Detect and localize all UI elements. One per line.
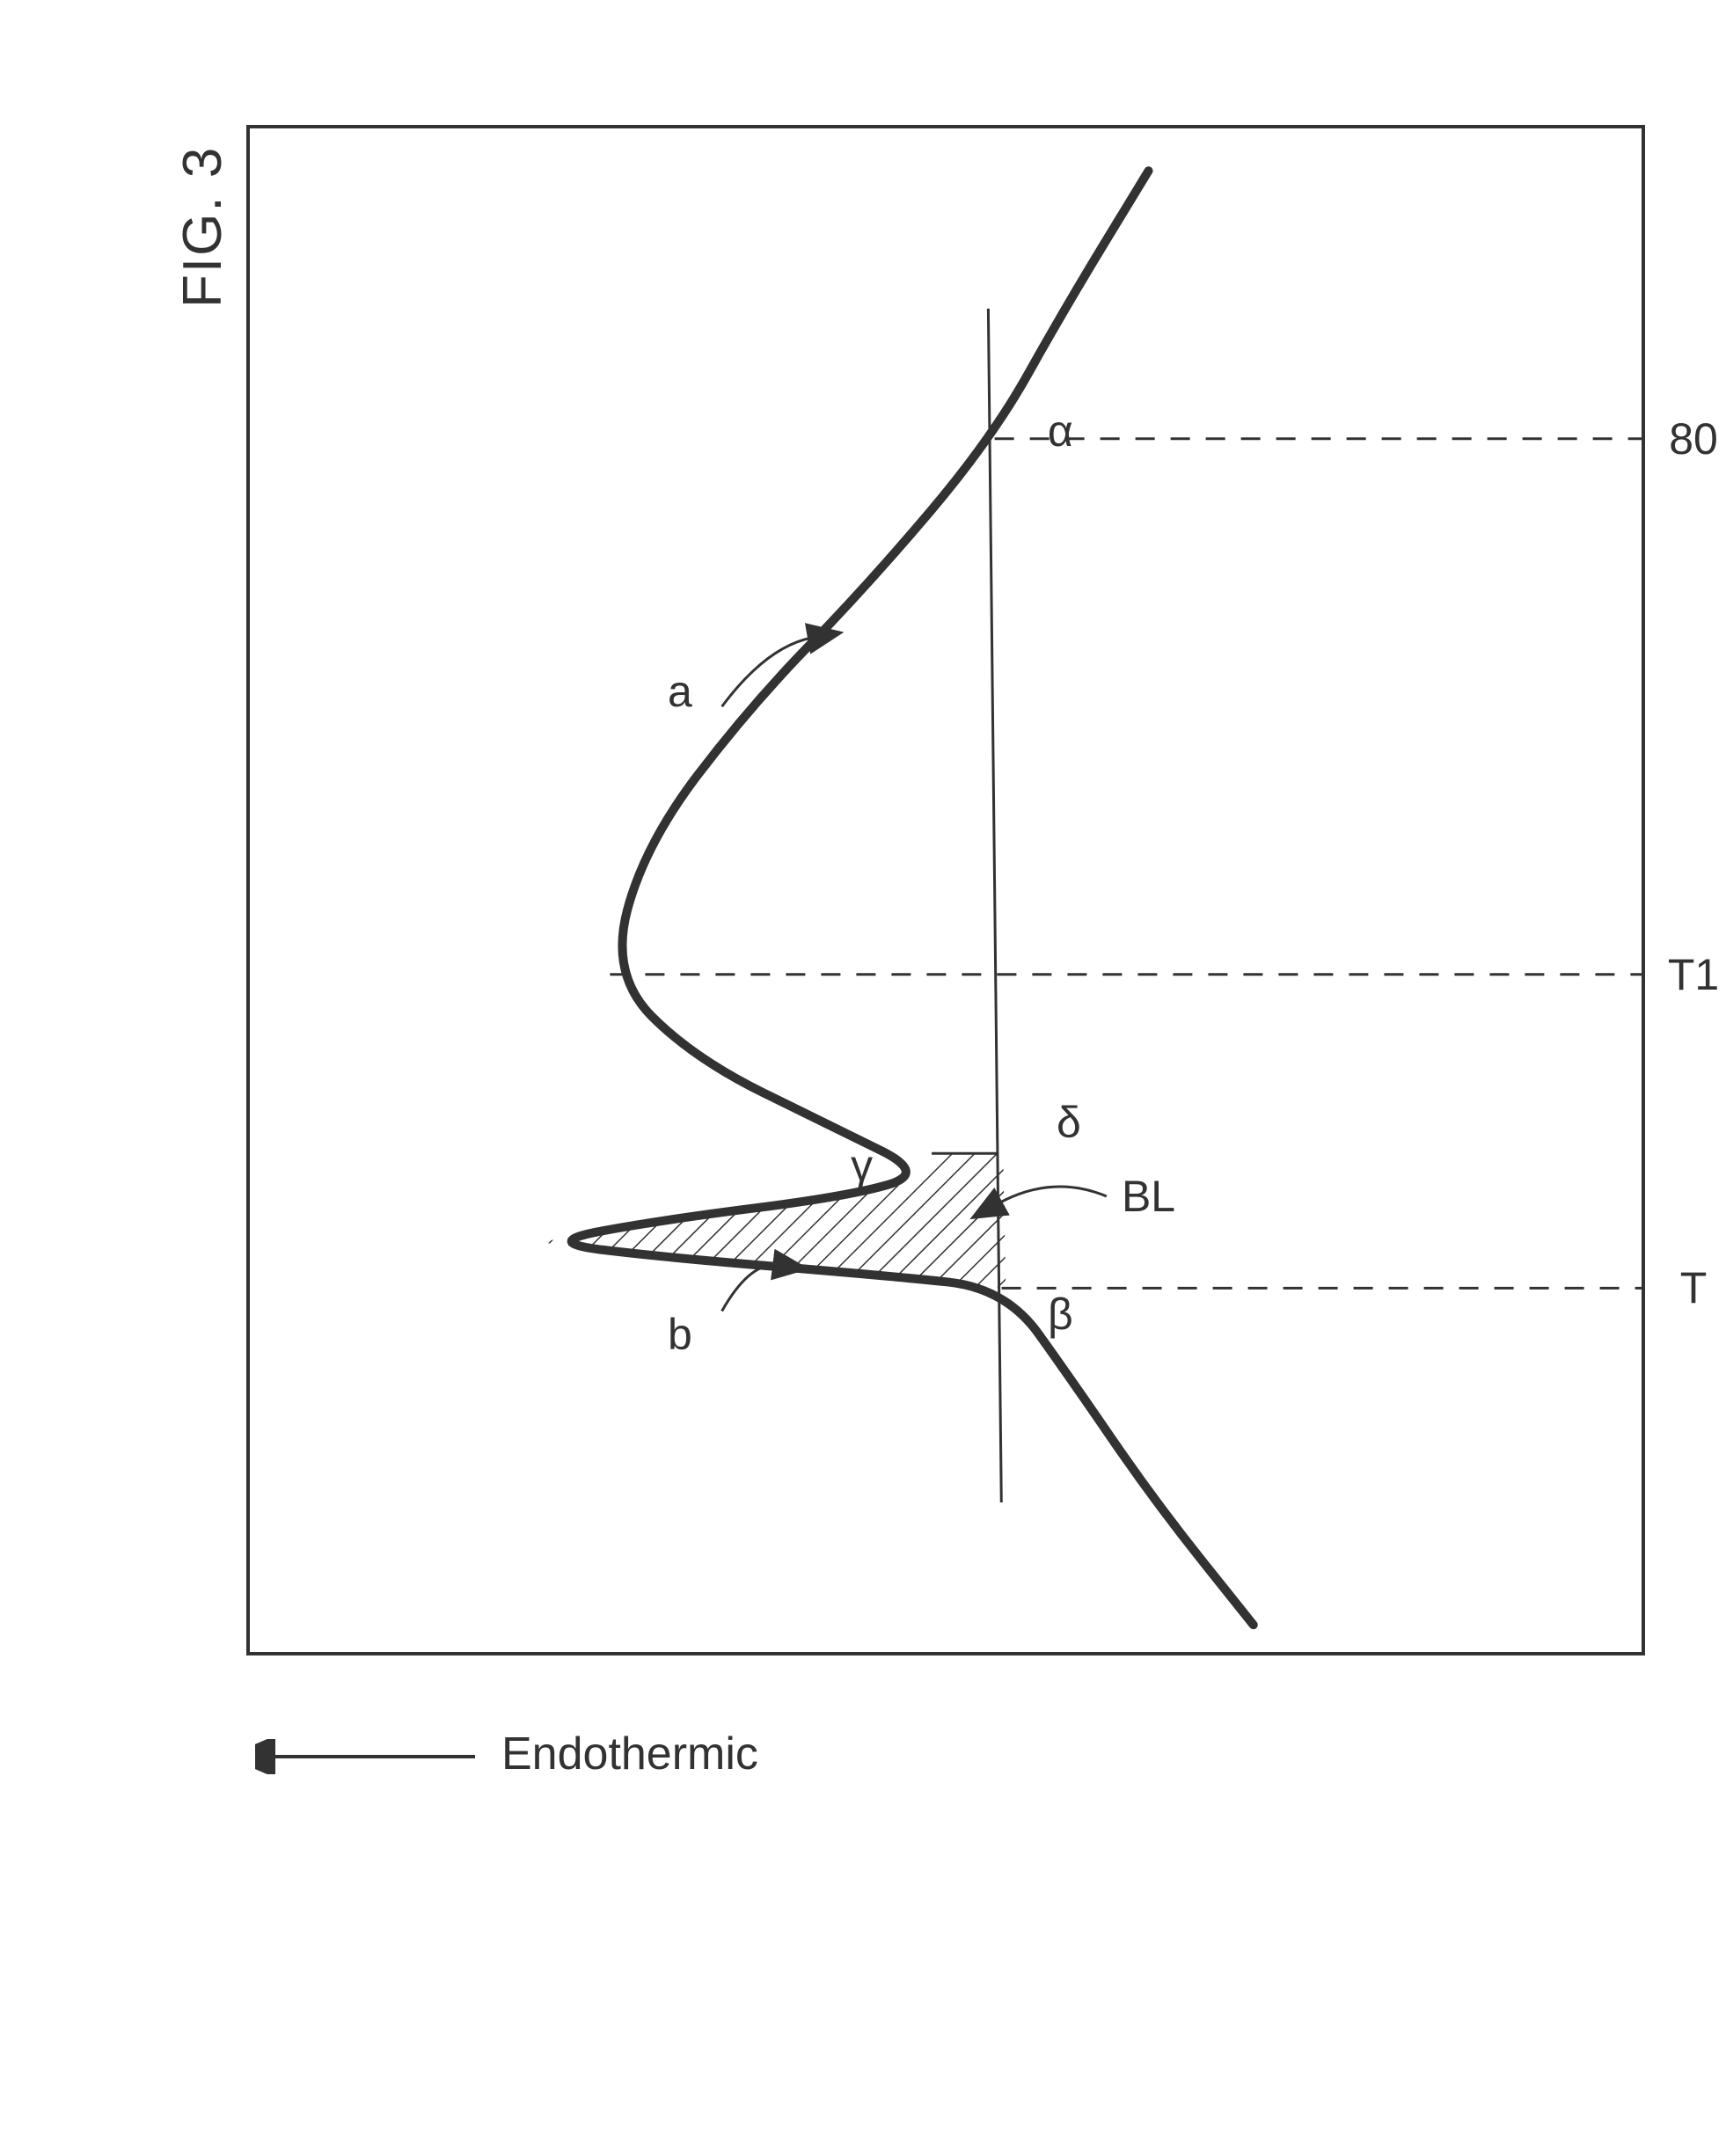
- marker-gamma: γ: [851, 1140, 873, 1191]
- curve-label-a: a: [668, 666, 692, 717]
- x-tick-80: 80: [1669, 413, 1718, 464]
- baseline-label: BL: [1122, 1171, 1175, 1222]
- y-axis-arrow-icon: [255, 1739, 484, 1774]
- curve-label-b: b: [668, 1309, 692, 1360]
- y-axis-label-wrap: Endothermic: [0, 0, 1726, 2156]
- marker-beta: β: [1048, 1289, 1073, 1340]
- marker-delta: δ: [1057, 1097, 1081, 1148]
- y-axis-label: Endothermic: [501, 1728, 758, 1780]
- x-tick-T1: T1: [1668, 949, 1719, 1000]
- marker-alpha: α: [1048, 406, 1073, 457]
- page: FIG. 3 Endothermic Temperature (°C) 80 T…: [0, 0, 1726, 2156]
- x-tick-T: T: [1680, 1262, 1708, 1313]
